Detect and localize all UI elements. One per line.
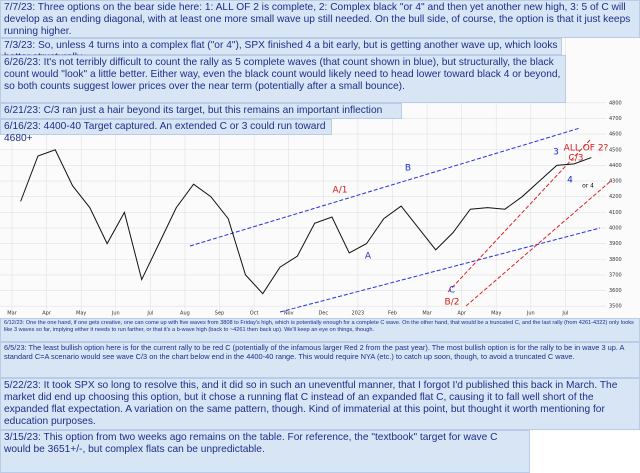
wave-label: C (449, 286, 455, 296)
x-tick-label: Jun (526, 311, 535, 317)
x-tick-label: Aug (180, 311, 190, 317)
note: 3/15/23: This option from two weeks ago … (0, 430, 530, 473)
wave-label: B (405, 164, 411, 174)
x-tick-label: Apr (457, 311, 467, 317)
wave-label: C/3 (568, 154, 583, 164)
y-tick-label: 4500 (609, 147, 622, 153)
y-tick-label: 4100 (609, 210, 622, 216)
y-tick-label: 3900 (609, 241, 622, 247)
x-tick-label: May (76, 311, 86, 317)
x-tick-label: Sep (215, 311, 224, 317)
wave-label: B/2 (445, 298, 460, 308)
x-tick-label: Oct (250, 311, 259, 317)
y-tick-label: 4200 (609, 194, 622, 200)
y-tick-label: 4300 (609, 179, 622, 185)
x-tick-label: Nov (284, 311, 294, 317)
note: 6/26/23: It's not terribly difficult to … (0, 55, 566, 103)
x-tick-label: Apr (42, 311, 52, 317)
y-tick-label: 4800 (609, 100, 622, 106)
x-tick-label: Jun (111, 311, 120, 317)
price-line (20, 149, 592, 295)
wave-label: A (365, 252, 372, 262)
y-tick-label: 4400 (609, 163, 622, 169)
channel-line (465, 179, 613, 307)
y-tick-label: 3700 (609, 272, 622, 278)
x-tick-label: Mar (422, 311, 432, 317)
note: 6/12/23: One the one hand, if one gets c… (0, 318, 640, 342)
channel-line (447, 139, 591, 293)
wave-label: 4 (567, 176, 573, 186)
y-tick-label: 4000 (609, 225, 622, 231)
note: 7/7/23: Three options on the bear side h… (0, 0, 640, 38)
wave-label: A/1 (333, 186, 348, 196)
y-tick-label: 3600 (609, 288, 622, 294)
channel-line (189, 127, 581, 247)
x-tick-label: May (491, 311, 501, 317)
x-tick-label: Mar (7, 311, 17, 317)
wave-label: ALL OF 2? (564, 144, 609, 154)
wave-label: 3 (553, 148, 559, 158)
note: 6/16/23: 4400-40 Target captured. An ext… (0, 119, 332, 144)
x-tick-label: Jul (146, 311, 153, 317)
y-tick-label: 3500 (609, 304, 622, 310)
x-tick-label: Feb (388, 311, 397, 317)
x-tick-label: Dec (318, 311, 328, 317)
y-tick-label: 3800 (609, 257, 622, 263)
note: 6/5/23: The least bullish option here is… (0, 342, 640, 378)
note: 6/21/23: C/3 ran just a hair beyond its … (0, 103, 402, 128)
x-tick-label: 2023 (352, 311, 365, 317)
x-tick-label: Jul (561, 311, 568, 317)
note: 7/3/23: So, unless 4 turns into a comple… (0, 38, 562, 63)
wave-label: or 4 (582, 183, 594, 190)
channel-line (279, 227, 601, 313)
y-tick-label: 4700 (609, 116, 622, 122)
y-tick-label: 4600 (609, 132, 622, 138)
note: 5/22/23: It took SPX so long to resolve … (0, 378, 640, 430)
